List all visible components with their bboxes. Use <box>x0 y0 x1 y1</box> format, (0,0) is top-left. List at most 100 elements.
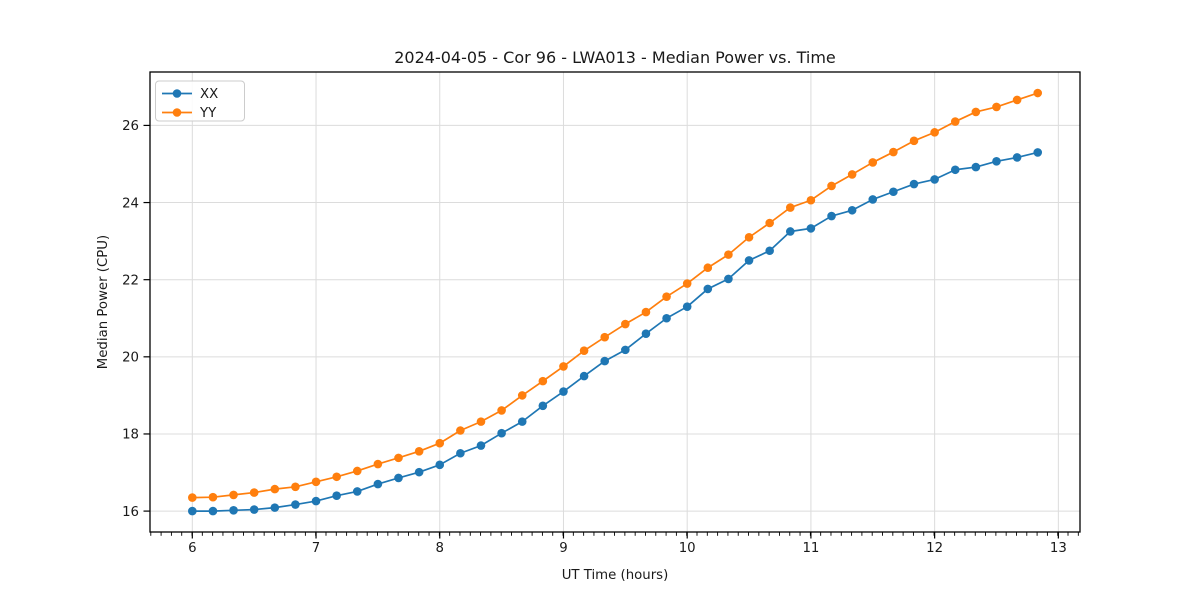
xx-marker <box>930 175 939 184</box>
xx-marker <box>270 503 280 512</box>
x-tick-label: 8 <box>436 541 444 556</box>
yy-marker <box>352 466 362 476</box>
yy-marker <box>414 447 424 456</box>
legend-xx-marker <box>172 89 182 98</box>
yy-marker <box>579 346 589 355</box>
yy-marker <box>662 292 671 301</box>
yy-marker <box>641 307 651 317</box>
xx-marker <box>497 428 506 438</box>
x-axis-label: UT Time (hours) <box>562 568 669 583</box>
y-tick-label: 16 <box>122 505 139 520</box>
xx-marker <box>641 329 651 338</box>
yy-marker <box>517 391 527 400</box>
x-tick-label: 11 <box>802 541 819 556</box>
xx-marker <box>435 460 445 470</box>
yy-marker <box>930 128 939 137</box>
yy-marker <box>847 170 857 179</box>
xx-marker <box>1033 148 1043 157</box>
xx-marker <box>456 448 465 458</box>
xx-marker <box>724 274 733 284</box>
yy-marker <box>188 493 197 502</box>
yy-marker <box>497 406 506 415</box>
xx-marker <box>538 401 548 411</box>
xx-marker <box>1012 153 1022 162</box>
legend: XX YY <box>155 80 245 122</box>
xx-marker <box>992 156 1001 166</box>
x-tick-label: 10 <box>679 541 696 556</box>
xx-marker <box>352 487 362 496</box>
legend-yy-label: YY <box>199 106 217 121</box>
y-tick-label: 26 <box>122 119 139 134</box>
yy-marker <box>291 482 300 492</box>
yy-marker <box>868 158 878 167</box>
y-tick-label: 24 <box>122 196 139 211</box>
y-tick-label: 20 <box>122 351 139 366</box>
yy-marker <box>682 279 692 288</box>
yy-marker <box>538 376 548 386</box>
x-tick-label: 6 <box>188 541 196 556</box>
x-tick-label: 13 <box>1050 541 1067 556</box>
xx-marker <box>559 387 568 396</box>
xx-marker <box>909 179 919 189</box>
xx-marker <box>229 506 238 515</box>
xx-marker <box>847 205 857 215</box>
yy-marker <box>559 362 568 371</box>
yy-marker <box>971 107 981 117</box>
xx-marker <box>291 500 300 509</box>
xx-marker <box>868 195 878 204</box>
xx-marker <box>662 313 671 323</box>
xx-marker <box>579 371 589 381</box>
xx-marker <box>208 506 218 516</box>
xx-marker <box>249 505 259 514</box>
yy-marker <box>208 492 218 502</box>
yy-marker <box>600 332 610 342</box>
xx-marker <box>889 187 898 197</box>
x-tick-label: 9 <box>559 541 567 556</box>
yy-marker <box>621 319 630 329</box>
yy-marker <box>476 417 486 426</box>
yy-marker <box>332 472 341 482</box>
chart-generated-layer: 6 7 8 9 10 11 12 13 16 18 20 22 24 26 <box>122 71 1081 556</box>
xx-marker <box>744 256 754 265</box>
xx-line <box>192 151 1038 512</box>
yy-marker <box>249 488 259 497</box>
xx-marker <box>394 473 403 483</box>
yy-marker <box>744 232 754 242</box>
xx-marker <box>332 491 341 500</box>
yy-marker <box>806 195 816 205</box>
y-tick-label: 18 <box>122 428 139 443</box>
xx-marker <box>517 417 527 426</box>
yy-marker <box>373 459 383 469</box>
x-tick-label: 12 <box>926 541 943 556</box>
yy-marker <box>765 218 774 228</box>
yy-marker <box>1012 95 1022 105</box>
xx-marker <box>971 162 981 172</box>
xx-marker <box>703 284 713 294</box>
yy-marker <box>703 263 713 273</box>
yy-marker <box>394 453 403 463</box>
xx-marker <box>414 467 424 477</box>
xx-marker <box>682 302 692 311</box>
plot-frame <box>149 71 1081 533</box>
xx-marker <box>827 211 836 221</box>
xx-marker <box>373 479 383 489</box>
yy-marker <box>909 136 919 146</box>
yy-marker <box>889 147 898 157</box>
x-tick-label: 7 <box>312 541 320 556</box>
yy-marker <box>992 102 1001 112</box>
xx-marker <box>476 441 486 450</box>
xx-marker <box>806 224 816 233</box>
yy-marker <box>950 117 960 126</box>
yy-marker <box>785 203 795 212</box>
yy-marker <box>435 438 445 448</box>
xx-marker <box>950 165 960 175</box>
xx-marker <box>765 246 774 256</box>
yy-marker <box>311 477 321 487</box>
yy-line <box>192 92 1038 499</box>
xx-marker <box>188 506 197 516</box>
y-tick-label: 22 <box>122 273 139 288</box>
yy-marker <box>724 250 733 259</box>
xx-marker <box>311 496 321 506</box>
